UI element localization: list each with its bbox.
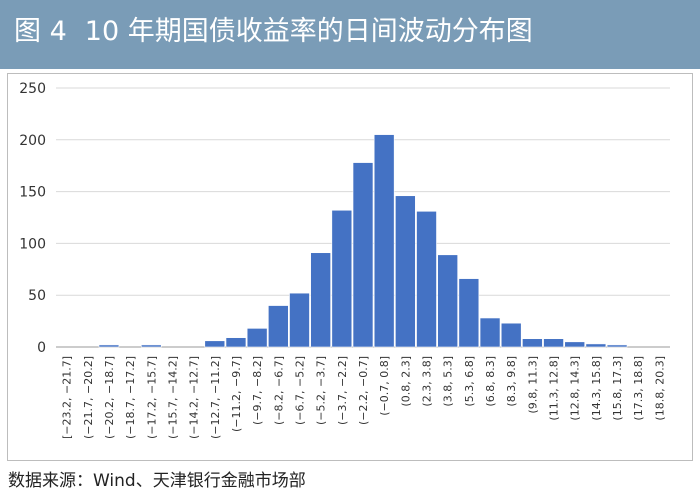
bar <box>352 162 374 348</box>
bar <box>140 344 162 348</box>
chart-frame <box>7 73 693 461</box>
x-tick-label: (−18.7, −17.2] <box>124 356 137 439</box>
bar <box>246 328 268 348</box>
bar <box>225 337 247 348</box>
x-tick-label: (−20.2, −18.7] <box>103 356 116 439</box>
bar <box>458 278 480 348</box>
bar <box>500 322 522 348</box>
figure-title: 图 4 10 年期国债收益率的日间波动分布图 <box>14 12 533 52</box>
bar <box>606 344 628 348</box>
x-tick-label: (2.3, 3.8] <box>421 356 434 407</box>
x-tick-label: (−12.7, −11.2] <box>209 356 222 439</box>
figure-header: 图 4 10 年期国债收益率的日间波动分布图 <box>0 0 700 69</box>
bar <box>585 343 607 348</box>
bar <box>268 305 289 348</box>
x-tick-label: (15.8, 17.3] <box>611 356 624 421</box>
bar <box>98 344 120 348</box>
bar <box>543 338 564 348</box>
x-tick-label: (−2.2, −0.7] <box>357 356 370 425</box>
bar <box>564 341 586 348</box>
y-tick-label: 200 <box>19 133 46 149</box>
y-tick-label: 0 <box>37 340 46 356</box>
x-tick-label: (−0.7, 0.8] <box>378 356 391 416</box>
x-tick-label: (5.3, 6.8] <box>463 356 476 407</box>
x-tick-label: (8.3, 9.8] <box>505 356 518 407</box>
x-tick-label: (18.8, 20.3] <box>653 356 666 421</box>
bar <box>416 210 437 348</box>
x-tick-label: (−8.2, −6.7] <box>272 356 285 425</box>
bar <box>289 292 310 348</box>
x-tick-label: [−23.2, −21.7] <box>61 356 74 439</box>
x-tick-label: (9.8, 11.3] <box>526 356 539 414</box>
data-source-note: 数据来源：Wind、天津银行金融市场部 <box>8 471 306 491</box>
figure-number: 图 4 <box>14 16 67 47</box>
bar <box>395 195 416 348</box>
bar <box>331 209 353 348</box>
x-tick-label: (−6.7, −5.2] <box>293 356 306 425</box>
x-tick-label: (−5.2, −3.7] <box>315 356 328 425</box>
bar <box>479 317 501 348</box>
bars <box>98 134 628 348</box>
x-axis: [−23.2, −21.7] (−21.7, −20.2] (−20.2, −18.… <box>61 356 667 439</box>
x-tick-label: (−17.2, −15.7] <box>145 356 158 439</box>
y-tick-label: 100 <box>19 236 46 252</box>
bar <box>310 252 331 348</box>
y-tick-label: 50 <box>28 288 46 304</box>
x-tick-label: (−15.7, −14.2] <box>166 356 179 439</box>
x-tick-label: (3.8, 5.3] <box>442 356 455 407</box>
x-tick-label: (−21.7, −20.2] <box>82 356 95 439</box>
y-tick-label: 150 <box>19 185 46 201</box>
x-tick-label: (17.3, 18.8] <box>632 356 645 421</box>
x-tick-label: (12.8, 14.3] <box>569 356 582 421</box>
bar <box>437 254 458 348</box>
chart-title: 10 年期国债收益率的日间波动分布图 <box>84 16 533 47</box>
bar <box>373 134 395 348</box>
x-tick-label: (6.8, 8.3] <box>484 356 497 407</box>
bar <box>204 340 226 348</box>
y-tick-label: 250 <box>19 81 46 97</box>
x-tick-label: (0.8, 2.3] <box>399 356 412 407</box>
x-tick-label: (11.3, 12.8] <box>548 356 561 421</box>
y-axis: 0 50 100 150 200 250 <box>19 81 46 356</box>
bar <box>522 338 543 348</box>
x-tick-label: (14.3, 15.8] <box>590 356 603 421</box>
x-tick-label: (−9.7, −8.2] <box>251 356 264 425</box>
x-tick-label: (−14.2, −12.7] <box>188 356 201 439</box>
x-tick-label: (−3.7, −2.2] <box>336 356 349 425</box>
x-tick-label: (−11.2, −9.7] <box>230 356 243 432</box>
